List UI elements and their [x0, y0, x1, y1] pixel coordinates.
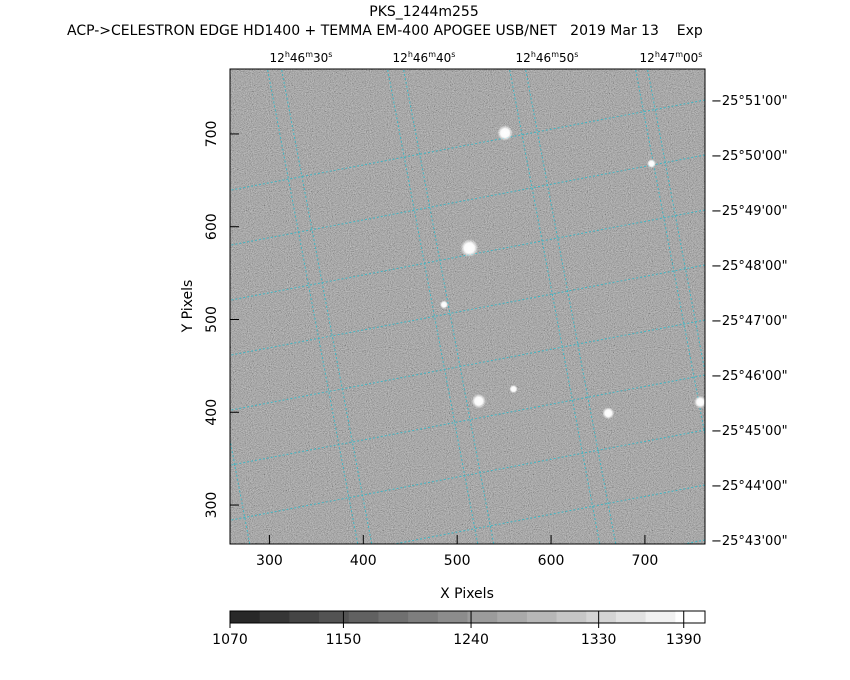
colorbar-segment: [230, 611, 261, 623]
ra-grid-line: [0, 19, 15, 594]
image-frame: [229, 68, 706, 545]
colorbar-tick-label: 1330: [581, 632, 617, 648]
colorbar-tick-label: 1240: [453, 632, 489, 648]
dec-grid-line: [230, 374, 705, 466]
colorbar-segment: [526, 611, 558, 623]
star: [497, 125, 513, 141]
star: [694, 395, 705, 409]
star: [471, 393, 486, 409]
colorbar-segment: [319, 611, 350, 623]
colorbar-segment: [675, 611, 706, 623]
star: [509, 384, 518, 394]
ra-tick-label: 12h47m00s: [640, 50, 703, 65]
dec-tick-label: −25°46'00": [711, 369, 788, 384]
coordinate-grid: [0, 19, 705, 594]
colorbar-segment: [348, 611, 379, 623]
dec-tick-label: −25°50'00": [711, 149, 788, 164]
dec-tick-label: −25°47'00": [711, 314, 788, 329]
ra-tick-label: 12h46m40s: [393, 50, 456, 65]
star: [646, 159, 656, 169]
colorbar-segment: [645, 611, 676, 623]
ra-tick-label: 12h46m50s: [516, 50, 579, 65]
colorbar-segment: [556, 611, 587, 623]
colorbar-segment: [378, 611, 409, 623]
dec-grid-line: [230, 264, 705, 356]
x-tick-label: 500: [444, 553, 471, 569]
ra-grid-line: [402, 69, 495, 544]
colorbar: 1070 1150 1240 1330 1390: [212, 610, 706, 648]
ra-grid-line: [646, 69, 705, 375]
colorbar-segment: [586, 611, 617, 623]
star: [439, 300, 449, 309]
x-axis-label: X Pixels: [440, 586, 494, 602]
y-tick-label: 700: [204, 121, 220, 148]
x-axis: 300 400 500 600 700: [256, 535, 658, 569]
ra-grid-line: [634, 69, 705, 438]
star-field: [439, 125, 705, 420]
x-tick-label: 400: [350, 553, 377, 569]
dec-tick-label: −25°43'00": [711, 534, 788, 549]
y-axis: 300 400 500 600 700: [204, 121, 239, 519]
dec-tick-label: −25°49'00": [711, 204, 788, 219]
star: [602, 407, 615, 420]
y-tick-label: 600: [204, 213, 220, 240]
y-tick-label: 400: [204, 399, 220, 426]
chart-title: PKS_1244m255: [369, 4, 479, 20]
ra-grid-line: [508, 69, 601, 544]
dec-tick-labels: −25°51'00" −25°50'00" −25°49'00" −25°48'00"…: [711, 94, 788, 549]
ra-grid-line: [266, 69, 359, 544]
chart-subtitle: ACP->CELESTRON EDGE HD1400 + TEMMA EM-40…: [67, 23, 703, 39]
ra-grid-line: [28, 19, 137, 594]
x-tick-label: 700: [632, 553, 659, 569]
colorbar-tick-label: 1390: [666, 632, 702, 648]
ra-grid-line: [524, 69, 617, 544]
dec-grid-line: [230, 209, 705, 301]
dec-grid-line: [230, 99, 705, 191]
colorbar-segment: [289, 611, 320, 623]
dec-grid-line: [391, 484, 705, 544]
colorbar-tick-label: 1070: [212, 632, 248, 648]
star: [460, 239, 479, 258]
y-axis-label: Y Pixels: [180, 280, 196, 334]
dec-tick-label: −25°45'00": [711, 424, 788, 439]
y-tick-label: 300: [204, 492, 220, 519]
y-tick-label: 500: [204, 306, 220, 333]
dec-grid-line: [230, 154, 705, 246]
ra-tick-label: 12h46m30s: [270, 50, 333, 65]
dec-tick-label: −25°51'00": [711, 94, 788, 109]
ra-grid-line: [280, 69, 373, 544]
dec-grid-line: [230, 319, 705, 411]
colorbar-segment: [259, 611, 290, 623]
dec-tick-label: −25°44'00": [711, 479, 788, 494]
dec-tick-label: −25°48'00": [711, 259, 788, 274]
colorbar-segment: [437, 611, 468, 623]
x-tick-label: 300: [256, 553, 283, 569]
ra-grid-line: [386, 69, 479, 544]
image-panel: [0, 19, 705, 594]
colorbar-segment: [467, 611, 498, 623]
dec-grid-line: [230, 429, 705, 521]
ra-tick-labels: 12h46m30s 12h46m40s 12h46m50s 12h47m00s: [270, 50, 703, 65]
colorbar-tick-label: 1150: [326, 632, 362, 648]
x-tick-label: 600: [538, 553, 565, 569]
colorbar-segment: [615, 611, 647, 623]
colorbar-segment: [497, 611, 528, 623]
colorbar-segment: [408, 611, 439, 623]
